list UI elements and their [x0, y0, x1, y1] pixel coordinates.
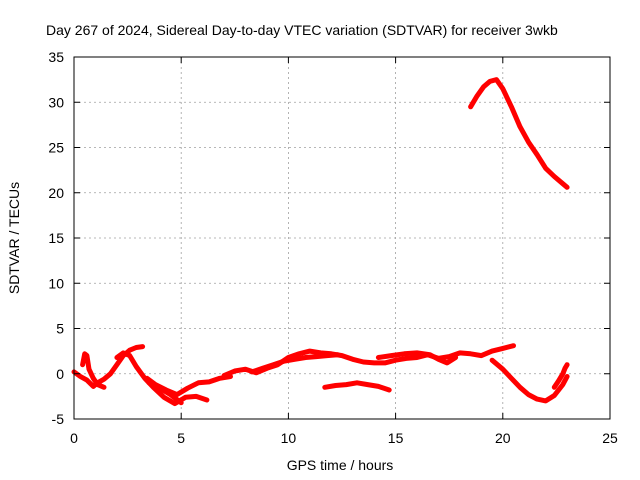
series-trace-12: [468, 77, 570, 190]
series-trace-5: [146, 380, 184, 406]
series-layer: [71, 77, 570, 407]
y-tick-label: 25: [48, 140, 64, 156]
grid-lines: [74, 57, 610, 419]
series-trace-8: [375, 350, 459, 366]
x-tick-label: 20: [495, 430, 511, 446]
series-trace-7: [249, 352, 341, 375]
series-trace-1: [71, 344, 146, 389]
y-tick-label: 5: [56, 321, 64, 337]
chart-title: Day 267 of 2024, Sidereal Day-to-day VTE…: [46, 22, 558, 38]
series-trace-9: [322, 380, 392, 393]
y-tick-label: 20: [48, 185, 64, 201]
x-tick-label: 10: [281, 430, 297, 446]
y-tick-label: 35: [48, 49, 64, 65]
series-trace-11: [551, 362, 570, 390]
series-trace-2: [80, 351, 107, 390]
x-tick-label: 25: [602, 430, 618, 446]
y-tick-label: 15: [48, 230, 64, 246]
x-axis-label: GPS time / hours: [287, 457, 394, 473]
y-tick-label: 30: [48, 94, 64, 110]
x-tick-label: 15: [388, 430, 404, 446]
y-tick-label: 0: [56, 366, 64, 382]
y-axis-label: SDTVAR / TECUs: [6, 182, 22, 294]
x-tick-label: 5: [177, 430, 185, 446]
y-tick-label: 10: [48, 275, 64, 291]
y-tick-label: -5: [52, 411, 65, 427]
axis-ticks: 0 5 10 15 20 25 -5 0 5 10 15 20 25 30 35: [48, 49, 618, 446]
series-trace-10: [489, 357, 570, 404]
series-trace-3: [114, 350, 210, 407]
x-tick-label: 0: [70, 430, 78, 446]
series-trace-6: [221, 343, 516, 379]
